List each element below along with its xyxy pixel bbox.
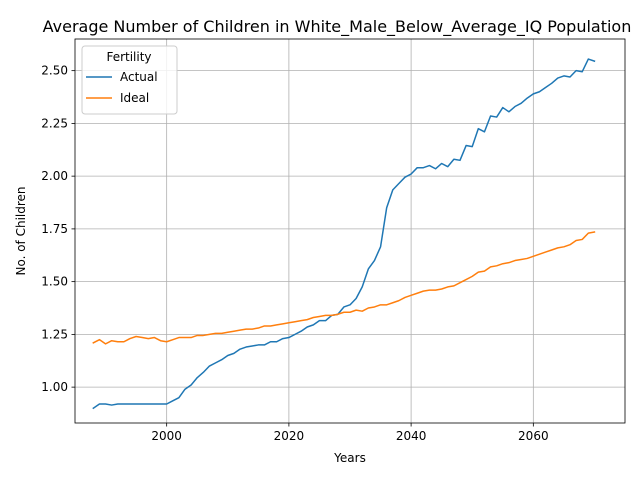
y-tick-label: 2.00: [41, 169, 68, 183]
x-axis-ticks: 2000 2020 2040 2060: [151, 423, 549, 443]
series-layer: [92, 58, 596, 410]
plot-frame: [74, 38, 626, 424]
y-tick-label: 1.50: [41, 275, 68, 289]
grid: [75, 39, 625, 423]
y-tick-label: 2.25: [41, 116, 68, 130]
x-tick: 2040: [396, 423, 427, 443]
y-tick: 1.25: [41, 327, 75, 341]
x-tick: 2000: [151, 423, 182, 443]
y-tick-label: 1.00: [41, 380, 68, 394]
x-tick-label: 2000: [151, 429, 182, 443]
y-tick-label: 1.25: [41, 327, 68, 341]
series-line-actual: [92, 58, 596, 410]
legend-label-ideal: Ideal: [120, 91, 149, 105]
y-axis-ticks: 1.00 1.25 1.50 1.75 2.00 2.25 2.50: [41, 64, 75, 394]
legend: Fertility Actual Ideal: [81, 45, 178, 115]
y-tick: 2.50: [41, 64, 75, 78]
legend-box: [81, 45, 178, 115]
series-line-ideal: [92, 231, 596, 345]
y-tick: 1.00: [41, 380, 75, 394]
y-tick: 1.50: [41, 275, 75, 289]
y-tick-label: 2.50: [41, 64, 68, 78]
y-tick-label: 1.75: [41, 222, 68, 236]
legend-label-actual: Actual: [120, 70, 158, 84]
legend-title: Fertility: [106, 50, 151, 64]
x-tick: 2020: [274, 423, 305, 443]
chart-title: Average Number of Children in White_Male…: [43, 17, 632, 37]
x-tick-label: 2040: [396, 429, 427, 443]
x-tick-label: 2020: [274, 429, 305, 443]
y-tick: 2.25: [41, 116, 75, 130]
y-tick: 1.75: [41, 222, 75, 236]
x-axis-label: Years: [333, 451, 366, 465]
y-axis-label: No. of Children: [14, 186, 28, 275]
y-tick: 2.00: [41, 169, 75, 183]
x-tick: 2060: [518, 423, 549, 443]
x-tick-label: 2060: [518, 429, 549, 443]
